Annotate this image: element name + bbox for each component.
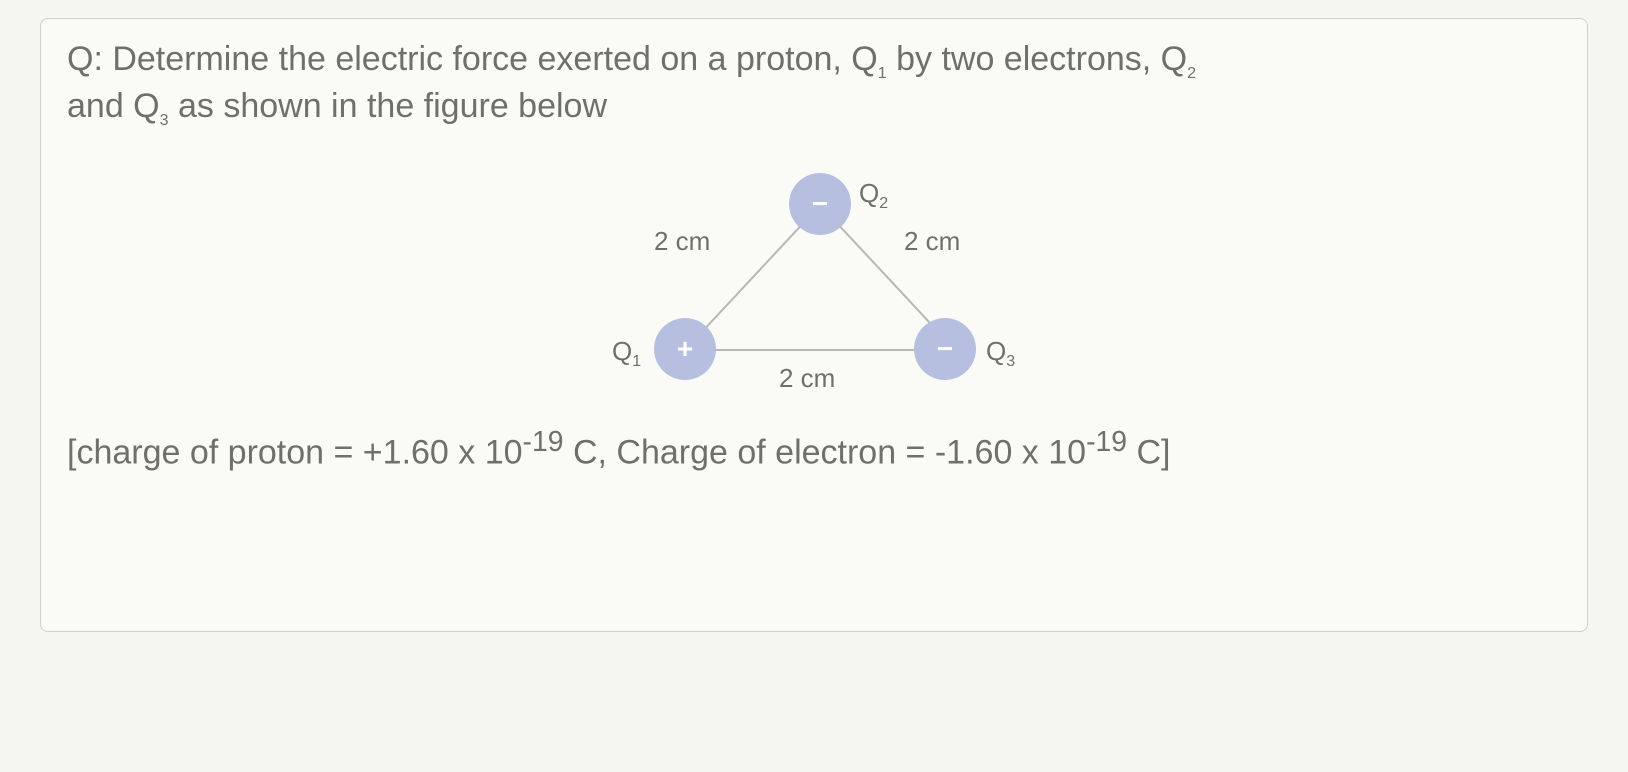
question-line-1: Q: Determine the electric force exerted … [67, 37, 1561, 84]
page: Q: Determine the electric force exerted … [0, 0, 1628, 772]
question-line-2: and Q3 as shown in the figure below [67, 84, 1561, 131]
given-text-c: C] [1127, 433, 1170, 471]
edge-label-bottom: 2 cm [779, 363, 835, 394]
node-q3: − [914, 318, 976, 380]
question-text-2a: and Q [67, 87, 160, 125]
given-exp-2: -19 [1086, 426, 1127, 458]
question-prefix: Q: [67, 40, 112, 78]
label-q3: Q3 [986, 336, 1015, 371]
edge-label-left: 2 cm [654, 226, 710, 257]
question-text-1b: by two electrons, Q [887, 40, 1187, 78]
plus-icon: + [677, 333, 693, 365]
question-text-1a: Determine the electric force exerted on … [112, 40, 877, 78]
given-text-b: C, Charge of electron = -1.60 x 10 [564, 433, 1087, 471]
label-q2: Q2 [859, 178, 888, 213]
triangle-diagram: − + − Q2 Q1 Q3 2 cm 2 cm 2 cm [614, 168, 1014, 398]
given-exp-1: -19 [523, 426, 564, 458]
question-text-2b: as shown in the figure below [169, 87, 607, 125]
label-q3-letter: Q [986, 336, 1006, 366]
given-text-a: [charge of proton = +1.60 x 10 [67, 433, 523, 471]
label-q2-sub: 2 [879, 195, 888, 212]
question-card: Q: Determine the electric force exerted … [40, 18, 1588, 632]
label-q2-letter: Q [859, 178, 879, 208]
label-q1: Q1 [612, 336, 641, 371]
question-sub-3: 3 [160, 112, 169, 129]
question-sub-2: 2 [1187, 65, 1196, 82]
edge-label-right: 2 cm [904, 226, 960, 257]
question-sub-1: 1 [878, 65, 887, 82]
label-q1-letter: Q [612, 336, 632, 366]
minus-icon: − [937, 333, 953, 365]
minus-icon: − [812, 188, 828, 220]
node-q2: − [789, 173, 851, 235]
given-values: [charge of proton = +1.60 x 10-19 C, Cha… [67, 426, 1561, 472]
label-q1-sub: 1 [632, 353, 641, 370]
label-q3-sub: 3 [1006, 353, 1015, 370]
edge-q1-q3 [685, 349, 945, 351]
node-q1: + [654, 318, 716, 380]
